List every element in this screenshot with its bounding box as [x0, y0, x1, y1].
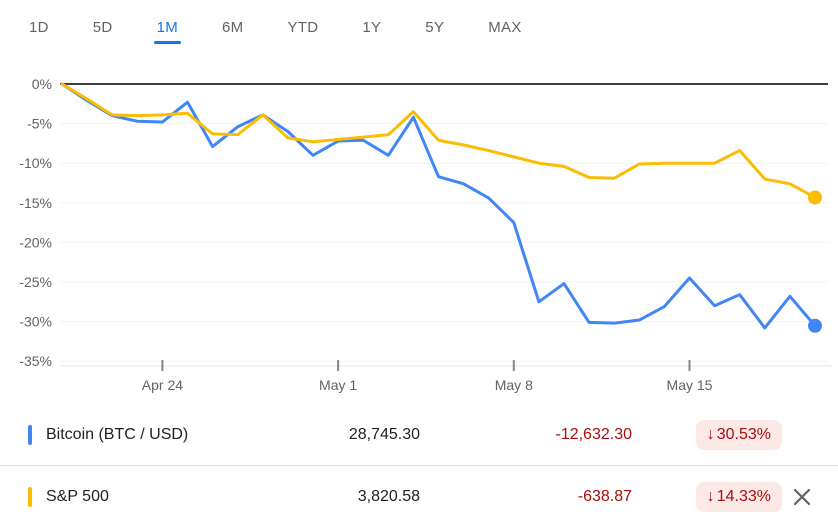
- series-change: -638.87: [577, 487, 632, 505]
- tab-max[interactable]: MAX: [487, 17, 522, 44]
- legend-table: Bitcoin (BTC / USD) 28,745.30 -12,632.30…: [0, 405, 838, 527]
- y-tick-label: 0%: [32, 76, 52, 92]
- y-tick-label: -35%: [19, 353, 52, 369]
- remove-comparison-button[interactable]: [789, 484, 815, 510]
- y-tick-label: -20%: [19, 234, 52, 250]
- series-end-dot-1: [808, 190, 822, 205]
- series-name: S&P 500: [46, 487, 109, 505]
- x-tick-label: May 8: [495, 377, 533, 393]
- sp500-series-marker-icon: [28, 486, 32, 507]
- tab-1y[interactable]: 1Y: [361, 17, 382, 44]
- series-end-dot-0: [808, 318, 822, 333]
- tab-ytd[interactable]: YTD: [286, 17, 319, 44]
- tab-1d[interactable]: 1D: [28, 17, 50, 44]
- change-pct-value: 30.53%: [716, 426, 771, 443]
- down-arrow-icon: ↓: [706, 426, 715, 443]
- down-arrow-icon: ↓: [706, 487, 715, 505]
- change-pct-badge: ↓ 14.33%: [695, 481, 782, 512]
- series-change: -12,632.30: [555, 426, 632, 443]
- series-line-0: [60, 82, 817, 330]
- y-tick-label: -30%: [19, 314, 52, 330]
- y-tick-label: -10%: [19, 155, 52, 171]
- legend-row-sp500: S&P 500 3,820.58 -638.87 ↓ 14.33%: [0, 465, 838, 527]
- chart-area[interactable]: 0% -5% -10% -15% -20% -25% -30% -35% Apr 24 May 1…: [0, 50, 838, 405]
- change-pct-badge: ↓ 30.53%: [695, 420, 782, 450]
- legend-row-bitcoin: Bitcoin (BTC / USD) 28,745.30 -12,632.30…: [0, 405, 838, 465]
- time-range-tabs: 1D 5D 1M 6M YTD 1Y 5Y MAX: [0, 0, 838, 50]
- series-value: 28,745.30: [348, 426, 420, 443]
- close-icon: [793, 488, 811, 505]
- x-tick-label: May 15: [667, 377, 713, 393]
- y-tick-label: -5%: [27, 116, 52, 132]
- bitcoin-series-marker-icon: [28, 425, 32, 445]
- series-name: Bitcoin (BTC / USD): [46, 426, 189, 443]
- tab-5d[interactable]: 5D: [92, 17, 114, 44]
- tab-6m[interactable]: 6M: [221, 17, 244, 44]
- x-tick-label: May 1: [319, 377, 357, 393]
- series-line-1: [60, 82, 817, 199]
- x-tick-label: Apr 24: [142, 377, 183, 393]
- y-tick-label: -15%: [19, 195, 52, 211]
- tab-5y[interactable]: 5Y: [424, 17, 445, 44]
- y-tick-label: -25%: [19, 274, 52, 290]
- series-value: 3,820.58: [357, 487, 420, 505]
- change-pct-value: 14.33%: [716, 487, 771, 505]
- tab-1m[interactable]: 1M: [153, 17, 182, 44]
- chart-svg: 0% -5% -10% -15% -20% -25% -30% -35% Apr 24 May 1…: [19, 76, 832, 393]
